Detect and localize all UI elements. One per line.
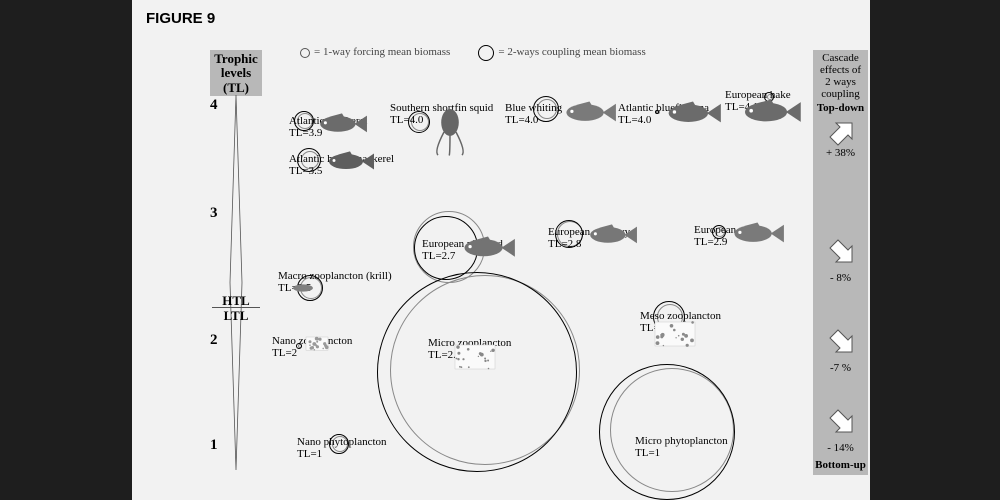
- cascade-pct: -7 %: [813, 362, 868, 374]
- species-label: Nano phytoplanctonTL=1: [297, 436, 387, 460]
- squid-icon: [430, 108, 470, 156]
- cascade-sidebar: Cascadeeffects of2 wayscouplingTop-downB…: [813, 50, 868, 475]
- htl-ltl-divider: [212, 307, 260, 308]
- trophic-tick: 4: [210, 97, 228, 114]
- fish-icon: [325, 151, 375, 172]
- plankton-icon: [306, 337, 328, 350]
- fish-icon: [586, 224, 638, 246]
- legend-marker: [300, 48, 310, 58]
- fish-icon: [730, 222, 785, 245]
- cascade-arrow-icon: [824, 238, 858, 272]
- trophic-tick: 3: [210, 205, 228, 222]
- cascade-pct: - 8%: [813, 272, 868, 284]
- cascade-arrow-icon: [824, 113, 858, 147]
- figure-page: FIGURE 9 = 1-way forcing mean biomass = 2-…: [132, 0, 870, 500]
- cascade-pct: - 14%: [813, 442, 868, 454]
- cascade-header: Cascadeeffects of2 wayscoupling: [813, 52, 868, 100]
- figure-title: FIGURE 9: [146, 10, 215, 27]
- fish-icon: [664, 101, 722, 125]
- cascade-bottomup-label: Bottom-up: [813, 459, 868, 471]
- cascade-pct: + 38%: [813, 147, 868, 159]
- cascade-arrow-icon: [824, 328, 858, 362]
- trophic-tick: 2: [210, 332, 228, 349]
- cascade-arrow-icon: [824, 408, 858, 442]
- legend-label: = 2-ways coupling mean biomass: [498, 46, 645, 58]
- plankton-icon: [655, 322, 695, 346]
- species-label: Micro phytoplanctonTL=1: [635, 435, 728, 459]
- twoway-biomass-circle: [599, 364, 735, 500]
- twoway-biomass-circle: [377, 272, 577, 472]
- plankton-icon: [455, 345, 495, 369]
- trophic-axis-header: Trophiclevels(TL): [210, 50, 262, 96]
- fish-icon: [740, 99, 802, 125]
- krill-icon: [292, 282, 314, 294]
- legend-marker: [478, 45, 494, 61]
- trophic-axis-line: [226, 95, 246, 470]
- species-label: Blue whitingTL=4.0: [505, 102, 562, 126]
- fish-icon: [316, 113, 368, 135]
- ltl-label: LTL: [210, 308, 262, 324]
- fish-icon: [460, 236, 516, 260]
- trophic-tick: 1: [210, 437, 228, 454]
- fish-icon: [562, 101, 617, 124]
- legend-label: = 1-way forcing mean biomass: [314, 46, 450, 58]
